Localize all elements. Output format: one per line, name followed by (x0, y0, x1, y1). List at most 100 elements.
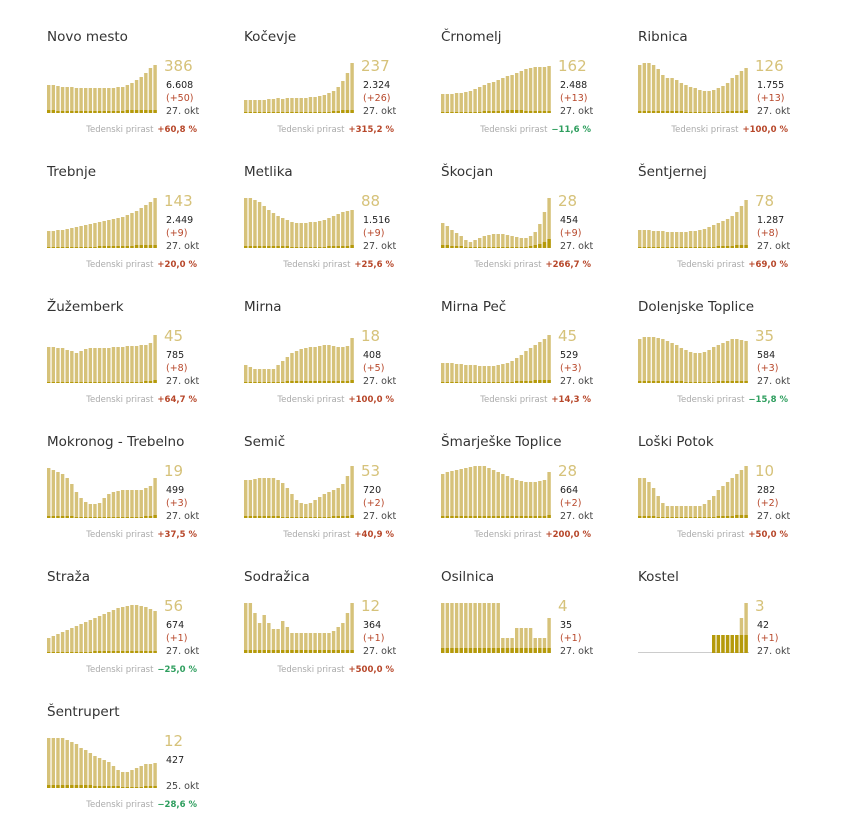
new-cases-bar (450, 246, 454, 248)
new-cases-bar (93, 247, 97, 248)
new-cases-bar (464, 516, 468, 518)
new-cases-bar (56, 516, 60, 518)
active-bar (65, 87, 69, 113)
active-cases-value: 45 (558, 327, 578, 345)
new-cases-bar (478, 648, 482, 653)
confirmed-total-value: 282 (757, 485, 776, 496)
new-cases-bar (93, 786, 97, 788)
new-cases-bar (524, 111, 528, 113)
active-bar (313, 500, 317, 518)
active-bar (693, 88, 697, 113)
new-cases-bar (725, 111, 730, 113)
new-cases-bar (290, 247, 294, 248)
new-cases-bar (725, 516, 730, 518)
active-bar (735, 339, 739, 383)
active-bar (116, 770, 120, 788)
active-bar (519, 238, 524, 248)
new-cases-bar (510, 382, 514, 383)
new-cases-bar (271, 650, 276, 653)
active-bar (244, 365, 248, 383)
active-bar (716, 345, 721, 383)
active-bar (524, 628, 528, 653)
new-cases-bar (299, 247, 303, 248)
weekly-growth: Tedenski prirast +20,0 % (47, 260, 197, 270)
active-bar (299, 98, 303, 113)
active-bar (721, 486, 725, 518)
new-cases-bar (350, 515, 354, 518)
active-bar (693, 231, 697, 248)
municipality-card: Mirna Peč 45 529 (+3) 27. okt Tedenski priras… (441, 299, 631, 429)
new-cases-bar (744, 245, 748, 248)
active-cases-value: 143 (164, 192, 193, 210)
new-cases-bar (102, 111, 106, 113)
new-cases-bar (148, 786, 153, 788)
new-cases-bar (519, 381, 524, 383)
active-bar (88, 620, 93, 653)
new-cases-value: (+2) (560, 498, 582, 509)
new-cases-bar (299, 112, 303, 113)
new-cases-bar (262, 112, 266, 113)
new-cases-bar (331, 381, 336, 383)
new-cases-bar (125, 110, 130, 113)
new-cases-bar (533, 245, 537, 248)
new-cases-bar (97, 382, 102, 383)
new-cases-bar (262, 246, 266, 248)
active-bar (661, 339, 665, 383)
new-cases-bar (656, 381, 660, 383)
new-cases-bar (267, 650, 271, 653)
active-bar (496, 80, 500, 113)
new-cases-bar (294, 381, 299, 383)
new-cases-bar (51, 652, 56, 653)
active-bar (350, 210, 354, 248)
active-bar (65, 740, 69, 788)
active-cases-value: 237 (361, 57, 390, 75)
new-cases-bar (642, 111, 647, 113)
new-cases-bar (248, 246, 253, 248)
active-bar (441, 603, 445, 653)
new-cases-bar (487, 111, 491, 113)
active-bar (528, 68, 533, 113)
new-cases-bar (464, 112, 468, 113)
new-cases-bar (327, 650, 331, 653)
active-bar (441, 94, 445, 113)
new-cases-bar (121, 787, 125, 788)
new-cases-bar (528, 648, 533, 653)
active-bar (74, 744, 79, 788)
active-bar (473, 603, 477, 653)
active-bar (84, 750, 88, 788)
new-cases-bar (88, 652, 93, 653)
new-cases-bar (487, 648, 491, 653)
new-cases-bar (79, 785, 83, 788)
active-bar (441, 474, 445, 518)
new-cases-bar (47, 110, 51, 113)
active-bar (528, 628, 533, 653)
active-bar (313, 222, 317, 248)
municipality-card: Metlika 88 1.516 (+9) 27. okt Tedenski priras… (244, 164, 434, 294)
active-bar (102, 88, 106, 113)
new-cases-bar (473, 516, 477, 518)
active-bar (88, 504, 93, 518)
date-label: 27. okt (363, 241, 397, 252)
new-cases-bar (693, 382, 697, 383)
new-cases-bar (299, 517, 303, 518)
weekly-growth-value: −25,0 % (157, 665, 197, 675)
new-cases-bar (684, 247, 688, 248)
new-cases-bar (134, 517, 139, 518)
active-bar (661, 75, 665, 113)
new-cases-bar (515, 110, 519, 113)
active-bar (702, 352, 707, 383)
active-bar (533, 638, 537, 653)
new-cases-bar (538, 380, 542, 383)
active-bar (262, 478, 266, 518)
active-bar (97, 88, 102, 113)
active-bar (345, 613, 350, 653)
active-bar (744, 603, 748, 653)
new-cases-bar (304, 650, 308, 653)
new-cases-bar (93, 651, 97, 653)
new-cases-bar (271, 246, 276, 248)
date-label: 27. okt (166, 241, 200, 252)
active-bar (684, 85, 688, 113)
new-cases-bar (331, 516, 336, 518)
new-cases-bar (450, 382, 454, 383)
active-bar (70, 228, 74, 248)
